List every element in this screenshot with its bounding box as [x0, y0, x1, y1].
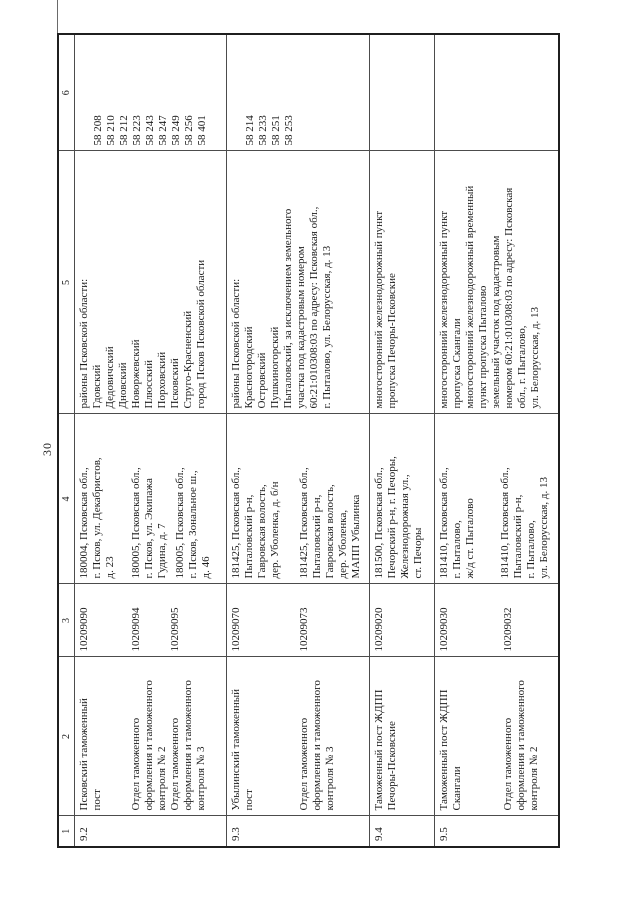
post-name: Псковский таможенный пост [77, 698, 103, 811]
post-department: Отдел таможенного оформления и таможенно… [501, 680, 540, 811]
region-cell: многосторонний железнодорожный пункт про… [434, 151, 559, 414]
post-name-cell: Убылинский таможенный пост Отдел таможен… [226, 657, 369, 816]
page-number: 30 [40, 442, 54, 456]
index-codes: 58 214 58 233 58 251 58 253 [243, 115, 295, 146]
post-address: 181425, Псковская обл., Пыталовский р-н,… [297, 467, 362, 579]
post-code-cell: 10209070 10209073 [226, 584, 369, 657]
post-code: 10209020 [372, 607, 385, 652]
column-header-6: 6 [58, 34, 74, 151]
post-code-cell: 10209020 [369, 584, 434, 657]
post-address: 181425, Псковская обл., Пыталовский р-н,… [229, 467, 281, 579]
row-number-cell: 9.4 [369, 816, 434, 847]
index-cell: 58 214 58 233 58 251 58 253 [226, 34, 369, 151]
address-cell: 181425, Псковская обл., Пыталовский р-н,… [226, 414, 369, 584]
post-code: 10209032 [501, 607, 514, 652]
table-row-9-2: 9.2 Псковский таможенный пост Отдел тамо… [74, 34, 226, 847]
post-department: Отдел таможенного оформления и таможенно… [168, 680, 207, 811]
column-header-3: 3 [58, 584, 74, 657]
region-cell: районы Псковской области: Гдовский Дедов… [74, 151, 226, 414]
post-address: 181410, Псковская обл., Пыталовский р-н,… [498, 467, 550, 579]
post-name: Убылинский таможенный пост [229, 689, 255, 811]
customs-posts-table: 1 2 3 4 5 6 9.2 Псковский таможенный пос… [57, 33, 560, 848]
post-code: 10209094 [129, 607, 142, 652]
index-cell: 58 208 58 210 58 212 58 223 58 243 58 24… [74, 34, 226, 151]
table-row-9-5: 9.5 Таможенный пост ЖДПП Скангали Отдел … [434, 34, 559, 847]
region-list: многосторонний железнодорожный пункт про… [437, 185, 541, 409]
post-department: Отдел таможенного оформления и таможенно… [129, 680, 168, 811]
post-name: Таможенный пост ЖДПП Печоры-Псковские [372, 689, 398, 811]
region-list: районы Псковской области: Красногородски… [229, 206, 333, 409]
post-address: 180005, Псковская обл., г. Псков, ул. Эк… [129, 467, 168, 579]
post-name-cell: Таможенный пост ЖДПП Скангали Отдел тамо… [434, 657, 559, 816]
post-code: 10209070 [229, 607, 242, 652]
post-name: Таможенный пост ЖДПП Скангали [437, 689, 463, 811]
column-header-1: 1 [58, 816, 74, 847]
post-code: 10209095 [168, 607, 181, 652]
row-number: 9.5 [437, 827, 450, 841]
address-cell: 180004, Псковская обл., г. Псков, ул. Де… [74, 414, 226, 584]
post-department: Отдел таможенного оформления и таможенно… [297, 680, 336, 811]
region-cell: многосторонний железнодорожный пункт про… [369, 151, 434, 414]
post-address: 181500, Псковская обл., Печорский р-н, г… [372, 456, 424, 579]
index-cell [369, 34, 434, 151]
region-list: многосторонний железнодорожный пункт про… [372, 210, 398, 409]
row-number: 9.4 [372, 827, 385, 841]
row-number: 9.2 [77, 827, 90, 841]
post-address: 181410, Псковская обл., г. Пыталово, ж/д… [437, 467, 476, 579]
post-address: 180004, Псковская обл., г. Псков, ул. Де… [77, 457, 116, 579]
post-code: 10209030 [437, 607, 450, 652]
row-number-cell: 9.5 [434, 816, 559, 847]
table-row-9-4: 9.4 Таможенный пост ЖДПП Печоры-Псковски… [369, 34, 434, 847]
table-header-row: 1 2 3 4 5 6 [58, 34, 74, 847]
scan-line-artifact [57, 0, 58, 37]
column-header-2: 2 [58, 657, 74, 816]
row-number: 9.3 [229, 827, 242, 841]
table-row-9-3: 9.3 Убылинский таможенный пост Отдел там… [226, 34, 369, 847]
post-code-cell: 10209030 10209032 [434, 584, 559, 657]
post-name-cell: Псковский таможенный пост Отдел таможенн… [74, 657, 226, 816]
row-number-cell: 9.3 [226, 816, 369, 847]
address-cell: 181410, Псковская обл., г. Пыталово, ж/д… [434, 414, 559, 584]
post-name-cell: Таможенный пост ЖДПП Печоры-Псковские [369, 657, 434, 816]
index-cell [434, 34, 559, 151]
column-header-5: 5 [58, 151, 74, 414]
post-code-cell: 10209090 10209094 10209095 [74, 584, 226, 657]
row-number-cell: 9.2 [74, 816, 226, 847]
region-cell: районы Псковской области: Красногородски… [226, 151, 369, 414]
post-code: 10209090 [77, 607, 90, 652]
post-code: 10209073 [297, 607, 310, 652]
region-list: районы Псковской области: Гдовский Дедов… [77, 259, 207, 409]
column-header-4: 4 [58, 414, 74, 584]
address-cell: 181500, Псковская обл., Печорский р-н, г… [369, 414, 434, 584]
index-codes: 58 208 58 210 58 212 58 223 58 243 58 24… [91, 115, 208, 146]
post-address: 180005, Псковская обл., г. Псков, Зональ… [173, 467, 212, 579]
